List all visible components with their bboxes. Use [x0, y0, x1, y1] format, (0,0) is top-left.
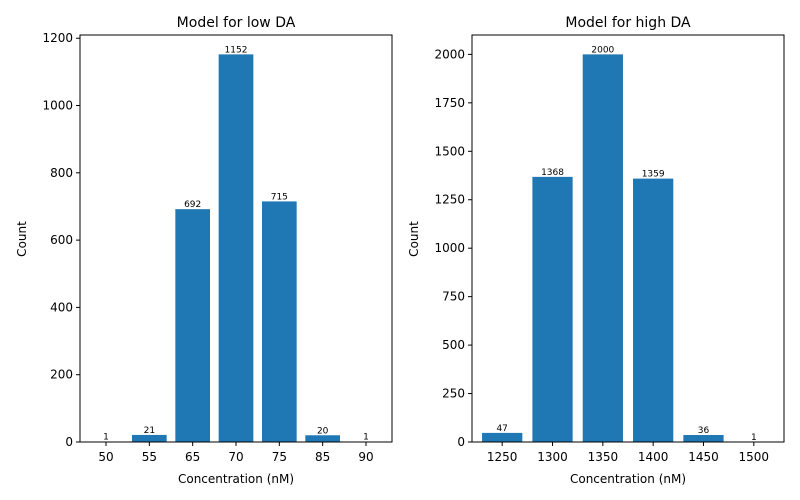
- y-tick-label: 1250: [434, 193, 465, 207]
- x-tick-label: 1300: [537, 450, 568, 464]
- data-label: 1359: [642, 170, 665, 180]
- data-label: 47: [496, 424, 507, 434]
- y-tick-label: 200: [50, 368, 73, 382]
- y-tick-label: 500: [442, 338, 465, 352]
- x-tick-label: 85: [315, 450, 330, 464]
- y-tick-label: 750: [442, 290, 465, 304]
- plot-frame: [79, 34, 393, 443]
- x-tick-label: 1450: [688, 450, 719, 464]
- data-label-group: 47 1368 2000 1359 36 1: [496, 45, 756, 442]
- bar: [262, 201, 297, 442]
- plot-frame: [471, 34, 785, 443]
- data-label: 1368: [541, 168, 564, 178]
- x-axis-label: Concentration (nM): [178, 472, 294, 486]
- x-axis-label: Concentration (nM): [570, 472, 686, 486]
- data-label: 1: [363, 433, 369, 443]
- bar: [305, 435, 340, 442]
- y-tick-label: 0: [457, 435, 465, 449]
- y-tick-group: 0 200 400 600 800 1000 1200: [42, 31, 80, 449]
- chart-title: Model for low DA: [177, 15, 296, 31]
- chart-low-da: Model for low DA Concentration (nM) Coun…: [15, 15, 393, 486]
- y-tick-group: 0 250 500 750 1000 1250 1500 1750 2000: [434, 47, 472, 449]
- bar-group: [482, 54, 774, 443]
- bar: [175, 209, 210, 442]
- y-axis-label: Count: [407, 221, 421, 257]
- bar: [582, 54, 623, 442]
- y-tick-label: 0: [65, 435, 73, 449]
- chart-high-da: Model for high DA Concentration (nM) Cou…: [407, 15, 785, 486]
- x-tick-label: 55: [142, 450, 157, 464]
- x-tick-label: 1250: [487, 450, 518, 464]
- data-label: 36: [698, 426, 710, 436]
- y-tick-label: 400: [50, 300, 73, 314]
- data-label: 21: [144, 426, 155, 436]
- x-tick-group: 50 55 65 70 75 85 90: [98, 442, 374, 464]
- data-label: 20: [317, 426, 329, 436]
- bar: [683, 435, 724, 442]
- data-label: 1: [751, 433, 757, 443]
- x-tick-label: 50: [98, 450, 113, 464]
- data-label: 715: [271, 192, 288, 202]
- y-tick-label: 1000: [42, 99, 73, 113]
- x-tick-label: 1500: [739, 450, 770, 464]
- x-tick-group: 1250 1300 1350 1400 1450 1500: [487, 442, 769, 464]
- y-axis-label: Count: [15, 221, 29, 257]
- bar: [482, 432, 523, 442]
- bar-group: [88, 54, 384, 442]
- x-tick-label: 1400: [638, 450, 669, 464]
- x-tick-label: 75: [272, 450, 287, 464]
- data-label: 1152: [225, 45, 248, 55]
- data-label: 692: [184, 200, 201, 210]
- y-tick-label: 1000: [434, 241, 465, 255]
- bar: [532, 176, 573, 442]
- x-tick-label: 1350: [588, 450, 619, 464]
- x-tick-label: 65: [185, 450, 200, 464]
- bar: [633, 178, 674, 443]
- y-tick-label: 800: [50, 166, 73, 180]
- y-tick-label: 600: [50, 233, 73, 247]
- y-tick-label: 2000: [434, 47, 465, 61]
- bar: [218, 54, 254, 442]
- y-tick-label: 1500: [434, 144, 465, 158]
- chart-title: Model for high DA: [565, 15, 691, 31]
- data-label: 1: [103, 433, 109, 443]
- x-tick-label: 70: [228, 450, 243, 464]
- x-tick-label: 90: [358, 450, 373, 464]
- y-tick-label: 1750: [434, 96, 465, 110]
- data-label: 2000: [591, 45, 614, 55]
- y-tick-label: 1200: [42, 31, 73, 45]
- data-label-group: 1 21 692 1152 715 20 1: [103, 45, 369, 442]
- bar: [132, 434, 167, 442]
- y-tick-label: 250: [442, 387, 465, 401]
